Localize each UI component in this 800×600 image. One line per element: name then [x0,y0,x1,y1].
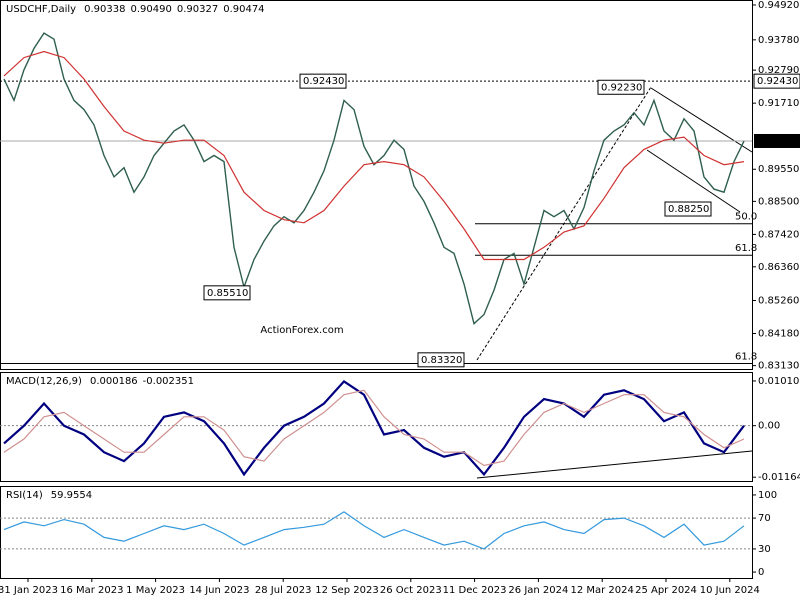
channel-line [646,149,741,213]
annotation-box [299,73,347,89]
readout: 0.90490 [130,4,171,15]
series-line [3,379,745,477]
y-tick-label: 0.00 [758,421,780,432]
x-tick-label: 14 Jun 2023 [189,585,249,596]
x-tick-label: 1 May 2023 [126,585,185,596]
fib-label: 61.8 [735,351,757,362]
annotation-box [597,79,645,95]
last-price-box [754,133,800,148]
readout: 59.9554 [51,490,92,501]
x-tick-label: 16 Mar 2023 [60,585,123,596]
annotation-box [664,201,712,217]
y-tick-label: 0.010101 [758,376,800,387]
x-tick-label: 28 Jul 2023 [255,585,312,596]
readout: 0.000186 [90,376,138,387]
last-price-label: 0.90474 [757,136,798,147]
macd-trend-line [476,450,753,479]
price-panel [0,0,753,370]
annotation-box [417,352,465,368]
fib-label: 61.8 [735,243,757,254]
y-tick-label: 0.85260 [758,295,799,306]
y-tick-label: -0.011645 [758,472,800,483]
annotation-label: 0.85510 [207,288,248,299]
y-tick-label: 100 [758,490,777,501]
x-tick-label: 12 Sep 2023 [315,585,378,596]
annotation-label: 0.88250 [668,204,709,215]
y-tick-label: 0.83130 [758,361,799,372]
y-tick-label: 0.92790 [758,65,799,76]
y-tick-label: 0.93780 [758,35,799,46]
y-tick-label: 0.91710 [758,98,799,109]
annotation-box [203,285,251,301]
y-tick-label: 0.89550 [758,164,799,175]
macd-panel [0,372,753,482]
x-tick-label: 12 Mar 2024 [570,585,633,596]
readout: 0.90338 [84,4,125,15]
panel-title: RSI(14) [6,490,43,501]
y-tick-label: 0 [758,567,764,578]
y-tick-label: 0.84180 [758,329,799,340]
series-line [3,511,745,550]
x-tick-label: 26 Jan 2024 [508,585,568,596]
readout: 0.90327 [177,4,218,15]
rsi-panel [0,486,753,579]
series-line [3,389,745,467]
watermark: ActionForex.com [260,325,343,336]
panel-title: MACD(12,26,9) [6,376,82,387]
y-tick-label: 30 [758,544,771,555]
y-tick-label: 0.94920 [758,0,799,11]
resistance-box [753,73,800,89]
y-tick-label: 0.86360 [758,262,799,273]
x-tick-label: 25 Apr 2024 [635,585,697,596]
x-tick-label: 26 Oct 2023 [380,585,442,596]
x-tick-label: 10 Jun 2024 [700,585,760,596]
y-tick-label: 0.88500 [758,196,799,207]
fib-label: 50.0 [735,212,757,223]
y-tick-label: 0.87420 [758,229,799,240]
annotation-label: 0.92430 [303,76,344,87]
readout: 0.90474 [223,4,264,15]
annotation-label: 0.92230 [601,82,642,93]
series-line [3,32,745,326]
y-tick-label: 70 [758,513,771,524]
readout: -0.002351 [143,376,194,387]
x-tick-label: 31 Jan 2023 [0,585,58,596]
x-tick-label: 11 Dec 2023 [443,585,507,596]
panel-title: USDCHF,Daily [6,4,76,15]
resistance-label: 0.92430 [757,76,798,87]
series-line [3,50,745,261]
annotation-label: 0.83320 [421,355,462,366]
